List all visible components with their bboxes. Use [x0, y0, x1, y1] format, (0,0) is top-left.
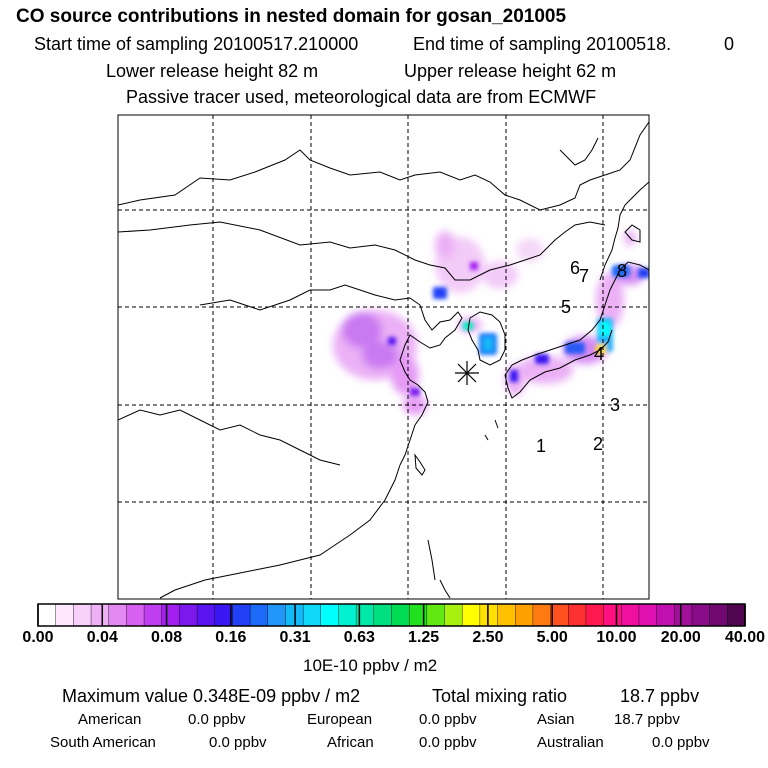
station-label-3: 3 [610, 395, 620, 415]
colorbar-tick-label: 0.04 [86, 629, 118, 646]
colorbar-cell [55, 603, 74, 627]
colorbar-tick-label: 20.00 [660, 629, 701, 646]
region-value: 0.0 ppbv [419, 734, 477, 751]
colorbar-cell [161, 603, 180, 627]
colorbar-cell [408, 603, 428, 627]
station-label-8: 8 [617, 261, 627, 281]
colorbar-cell [179, 603, 198, 627]
station-label-7: 7 [579, 266, 589, 286]
colorbar-cell [479, 603, 499, 627]
station-label-6: 6 [570, 258, 580, 278]
colorbar-cell [638, 603, 658, 627]
colorbar-cell [267, 603, 287, 627]
colorbar-cell [143, 603, 163, 627]
colorbar-tick-label: 40.00 [724, 629, 766, 646]
colorbar-cell [373, 603, 393, 627]
graticule [118, 115, 649, 599]
region-name: Australian [537, 734, 604, 751]
colorbar-cell [515, 603, 534, 627]
colorbar-cell [426, 603, 446, 627]
colorbar-tick-label: 1.25 [408, 629, 440, 646]
colorbar-cell [73, 603, 92, 627]
colorbar-cell [568, 603, 587, 627]
region-value: 0.0 ppbv [209, 734, 267, 751]
tracer-note: Passive tracer used, meteorological data… [126, 87, 597, 107]
end-sampling-label: End time of sampling 20100518. [413, 34, 672, 54]
lower-release-label: Lower release height 82 m [106, 61, 319, 81]
region-name: American [78, 711, 142, 728]
region-name: European [307, 711, 373, 728]
plot-title: CO source contributions in nested domain… [16, 6, 567, 27]
maximum-value-label: Maximum value 0.348E-09 ppbv / m2 [62, 686, 361, 706]
colorbar-tick-label: 10.00 [596, 629, 637, 646]
colorbar-tick-label: 5.00 [536, 629, 568, 646]
colorbar-cell [585, 603, 605, 627]
colorbar-tick-label: 0.16 [215, 629, 247, 646]
colorbar-cell [462, 603, 481, 627]
colorbar-cell [621, 603, 640, 627]
colorbar-cell [532, 603, 552, 627]
station-label-5: 5 [561, 297, 571, 317]
colorbar-cell [391, 603, 410, 627]
station-label-2: 2 [593, 434, 603, 454]
region-value: 0.0 ppbv [188, 711, 246, 728]
total-mixing-ratio-value: 18.7 ppbv [620, 686, 700, 706]
colorbar-unit: 10E-10 ppbv / m2 [303, 656, 438, 675]
end-sampling-suffix: 0 [724, 34, 735, 54]
region-name: South American [50, 734, 156, 751]
colorbar-cell [90, 603, 110, 627]
colorbar-cell [37, 603, 57, 627]
coastlines [118, 121, 649, 599]
colorbar-cell [497, 603, 516, 627]
region-name: Asian [537, 711, 575, 728]
concentration-field [333, 230, 644, 415]
colorbar-cell [709, 603, 728, 627]
colorbar-tick-label: 0.00 [22, 629, 54, 646]
receptor-marker-icon [455, 361, 479, 385]
colorbar-cell [108, 603, 127, 627]
concentration-hotspots [388, 262, 649, 396]
colorbar-cell [727, 603, 746, 627]
colorbar-cell [302, 603, 322, 627]
region-value: 0.0 ppbv [419, 711, 477, 728]
colorbar-tick-label: 0.31 [279, 629, 311, 646]
colorbar-tick-label: 2.50 [472, 629, 504, 646]
region-name: African [327, 734, 374, 751]
colorbar-cell [656, 603, 675, 627]
colorbar-tick-label: 0.08 [150, 629, 183, 646]
colorbar-cell [603, 603, 622, 627]
total-mixing-ratio-label: Total mixing ratio [432, 686, 568, 706]
upper-release-label: Upper release height 62 m [404, 61, 617, 81]
colorbar-cell [126, 603, 145, 627]
region-value: 0.0 ppbv [652, 734, 710, 751]
colorbar-cell [196, 603, 216, 627]
region-value: 18.7 ppbv [614, 711, 680, 728]
colorbar-cell [691, 603, 711, 627]
colorbar-tick-label: 0.63 [343, 629, 375, 646]
colorbar-cell [320, 603, 340, 627]
station-label-1: 1 [536, 436, 546, 456]
colorbar-cell [338, 603, 357, 627]
start-sampling-label: Start time of sampling 20100517.210000 [34, 34, 359, 54]
colorbar-cell [674, 603, 693, 627]
colorbar-cell [249, 603, 269, 627]
colorbar-cell [444, 603, 463, 627]
station-label-4: 4 [594, 344, 604, 364]
colorbar-cell [232, 603, 251, 627]
map-frame [117, 114, 650, 600]
colorbar-cell [550, 603, 569, 627]
